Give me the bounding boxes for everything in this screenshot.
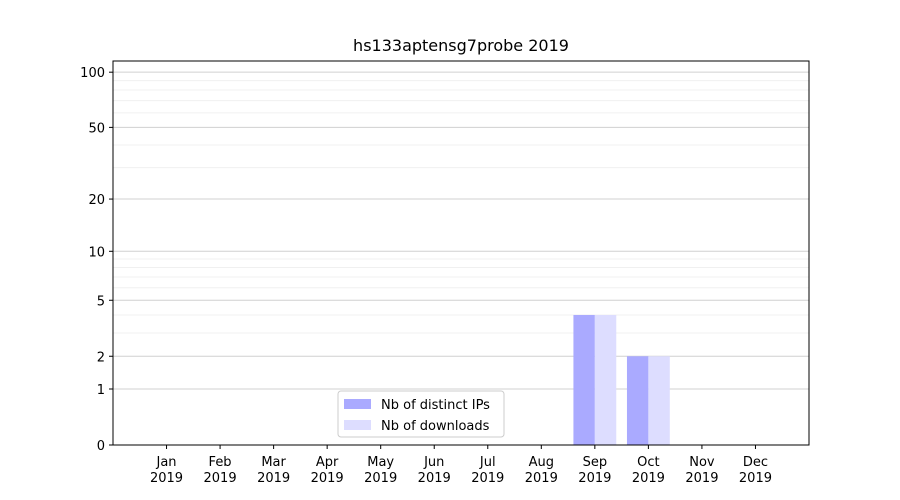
legend-box [337, 390, 505, 438]
bar [573, 314, 595, 445]
y-tick-label: 5 [97, 294, 105, 309]
y-tick-label: 2 [97, 350, 105, 365]
y-tick-label: 20 [88, 193, 105, 208]
y-tick-label: 50 [88, 121, 105, 136]
x-tick-label: 2019 [685, 471, 718, 486]
legend-swatch [344, 399, 371, 409]
bar [648, 356, 670, 445]
y-tick-label: 100 [80, 66, 105, 81]
x-tick-label: Nov [689, 455, 715, 470]
x-tick-label: Feb [209, 455, 232, 470]
x-tick-label: Sep [583, 455, 608, 470]
bar [626, 356, 649, 445]
y-tick-label: 1 [97, 383, 105, 398]
legend-swatch [344, 420, 371, 430]
legend-label: Nb of distinct IPs [381, 398, 490, 413]
y-tick-label: 10 [88, 245, 105, 260]
x-tick-label: Dec [743, 455, 768, 470]
x-tick-label: Oct [637, 455, 659, 470]
x-tick-label: 2019 [578, 471, 611, 486]
bar [594, 314, 617, 445]
plot-frame [112, 60, 810, 446]
x-tick-label: Mar [261, 455, 286, 470]
x-tick-label: Apr [316, 455, 339, 470]
x-tick-label: Jun [423, 455, 444, 470]
chart-title: hs133aptensg7probe 2019 [353, 36, 569, 55]
x-tick-label: Aug [529, 455, 554, 470]
x-tick-label: 2019 [150, 471, 183, 486]
x-tick-label: 2019 [418, 471, 451, 486]
x-tick-label: 2019 [471, 471, 504, 486]
x-tick-label: 2019 [311, 471, 344, 486]
x-tick-label: May [367, 455, 394, 470]
x-tick-label: Jan [156, 455, 177, 470]
x-tick-label: 2019 [364, 471, 397, 486]
x-tick-label: 2019 [525, 471, 558, 486]
x-tick-label: 2019 [257, 471, 290, 486]
legend-label: Nb of downloads [381, 419, 490, 434]
x-tick-label: 2019 [739, 471, 772, 486]
x-tick-label: 2019 [632, 471, 665, 486]
y-tick-label: 0 [97, 439, 105, 454]
x-tick-label: Jul [479, 455, 496, 470]
x-tick-label: 2019 [204, 471, 237, 486]
